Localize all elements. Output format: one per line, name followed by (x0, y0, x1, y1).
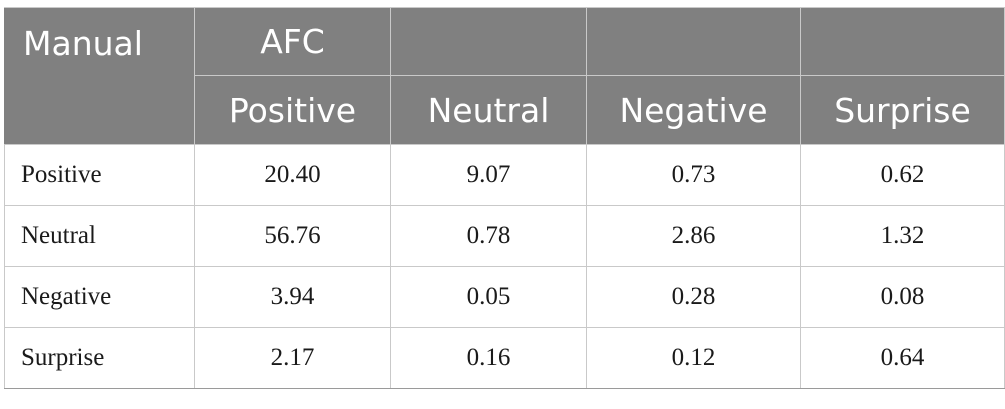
row-label: Negative (4, 266, 195, 328)
row-label: Neutral (4, 205, 195, 267)
table-cell: 0.73 (586, 144, 801, 206)
confusion-table-container: Manual AFC Positive Neutral Negative Sur… (4, 7, 1005, 389)
table-cell: 0.05 (390, 266, 587, 328)
header-row-top: Manual AFC (4, 7, 1005, 145)
table-cell: 0.12 (586, 327, 801, 389)
row-label: Positive (4, 144, 195, 206)
header-empty-cell (390, 7, 587, 76)
table-header: Manual AFC Positive Neutral Negative Sur… (4, 7, 1005, 145)
table-cell: 2.17 (194, 327, 391, 389)
table-row: Surprise 2.17 0.16 0.12 0.64 (4, 327, 1005, 389)
column-header-positive: Positive (194, 75, 391, 145)
confusion-table: Manual AFC Positive Neutral Negative Sur… (4, 7, 1005, 389)
table-cell: 2.86 (586, 205, 801, 267)
column-header-surprise: Surprise (800, 75, 1005, 145)
table-cell: 3.94 (194, 266, 391, 328)
table-cell: 20.40 (194, 144, 391, 206)
table-cell: 1.32 (800, 205, 1005, 267)
table-cell: 9.07 (390, 144, 587, 206)
header-empty-cell (586, 7, 801, 76)
table-cell: 0.16 (390, 327, 587, 389)
table-cell: 0.08 (800, 266, 1005, 328)
table-cell: 0.62 (800, 144, 1005, 206)
header-manual: Manual (4, 7, 195, 145)
header-row-columns: Positive Neutral Negative Surprise (5, 75, 1005, 145)
table-cell: 0.28 (586, 266, 801, 328)
header-empty-cell (800, 7, 1005, 76)
table-row: Neutral 56.76 0.78 2.86 1.32 (4, 205, 1005, 267)
table-row: Positive 20.40 9.07 0.73 0.62 (4, 144, 1005, 206)
table-body: Positive 20.40 9.07 0.73 0.62 Neutral 56… (4, 144, 1005, 389)
table-cell: 0.64 (800, 327, 1005, 389)
table-cell: 0.78 (390, 205, 587, 267)
row-label: Surprise (4, 327, 195, 389)
table-cell: 56.76 (194, 205, 391, 267)
column-header-negative: Negative (586, 75, 801, 145)
table-row: Negative 3.94 0.05 0.28 0.08 (4, 266, 1005, 328)
header-afc: AFC (194, 7, 391, 76)
column-header-neutral: Neutral (390, 75, 587, 145)
